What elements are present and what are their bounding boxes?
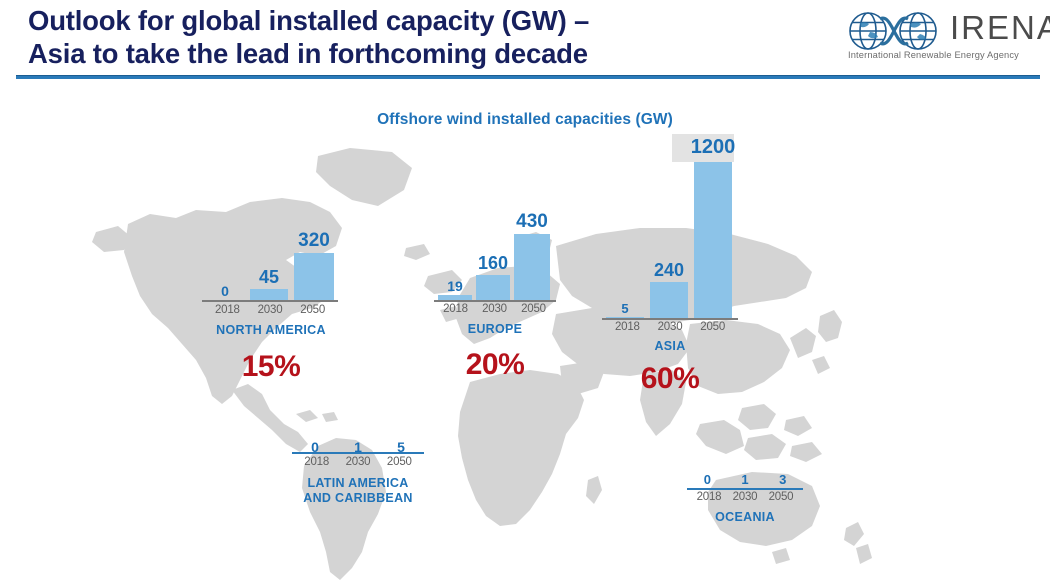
bar-column: 160 — [476, 254, 510, 300]
axis-year-labels: 2018 2030 2050 — [606, 321, 734, 333]
bar-value: 19 — [447, 278, 463, 294]
bar-rect — [514, 234, 550, 300]
bar-value: 1 — [741, 472, 749, 487]
bar-column: 1 — [729, 473, 762, 486]
region-percent: 60% — [640, 362, 700, 395]
bar-column: 430 — [514, 212, 550, 300]
axis-line — [292, 452, 424, 454]
bar-rect — [294, 253, 334, 300]
bar-rect — [650, 282, 688, 318]
year-label: 2030 — [345, 456, 371, 468]
year-label: 2018 — [614, 321, 640, 333]
bar-value: 45 — [258, 267, 280, 287]
region-asia: 5 240 1200 2018 2030 2050 ASIA 60% — [600, 128, 740, 395]
region-label: ASIA — [654, 339, 686, 353]
bar-value: 240 — [653, 260, 685, 280]
bar-value: 320 — [298, 230, 330, 251]
world-map-graphic — [92, 148, 872, 580]
region-oceania: 0 1 3 2018 2030 2050 OCEANIA — [685, 464, 805, 554]
year-label: 2030 — [657, 321, 683, 333]
bar-column: 3 — [766, 473, 799, 486]
region-europe: 19 160 430 2018 2030 2050 EUROPE 20% — [430, 208, 560, 388]
slide-header: Outlook for global installed capacity (G… — [0, 0, 1050, 84]
bar-column: 1200 — [691, 137, 735, 318]
bar-value: 0 — [703, 472, 711, 487]
bars-asia: 5 240 1200 — [606, 128, 735, 318]
axis-line — [434, 300, 556, 302]
year-label: 2018 — [696, 491, 722, 503]
region-latin-america: 0 1 5 2018 2030 2050 LATIN AMERICA AND C… — [288, 426, 428, 526]
bar-value: 1200 — [690, 136, 736, 158]
bar-column: 45 — [250, 268, 288, 300]
region-label: NORTH AMERICA — [216, 323, 326, 337]
axis-year-labels: 2018 2030 2050 — [206, 304, 334, 316]
bar-column: 5 — [382, 440, 420, 454]
axis-line — [602, 318, 738, 320]
value-chip-backdrop — [672, 134, 734, 162]
bar-column: 0 — [691, 473, 724, 486]
bars-europe: 19 160 430 — [438, 208, 552, 300]
bar-column: 5 — [606, 302, 644, 318]
bars-north-america: 0 45 320 — [206, 228, 334, 300]
bar-value: 1 — [354, 439, 362, 455]
bar-column: 0 — [296, 440, 334, 454]
axis-year-labels: 2018 2030 2050 — [436, 303, 554, 315]
year-label: 2050 — [300, 304, 326, 316]
logo-wordmark: IRENA — [950, 9, 1050, 46]
bar-value: 0 — [311, 439, 319, 455]
axis-line — [202, 300, 338, 302]
bar-value: 160 — [477, 253, 509, 273]
header-divider — [16, 75, 1040, 79]
logo-tagline: International Renewable Energy Agency — [848, 50, 1019, 60]
year-label: 2018 — [443, 303, 468, 315]
bars-oceania: 0 1 3 — [691, 464, 799, 486]
page-title: Outlook for global installed capacity (G… — [28, 5, 590, 69]
bar-column: 1 — [339, 440, 377, 454]
bar-value: 5 — [397, 439, 405, 455]
bar-rect — [250, 289, 288, 300]
year-label: 2018 — [304, 456, 330, 468]
year-label: 2030 — [482, 303, 507, 315]
bar-value: 3 — [779, 472, 787, 487]
year-label: 2050 — [768, 491, 794, 503]
region-percent: 20% — [465, 348, 525, 381]
bar-value: 430 — [516, 211, 548, 232]
year-label: 2030 — [732, 491, 758, 503]
bar-column: 0 — [206, 284, 244, 300]
bars-latin-america: 0 1 5 — [296, 430, 420, 454]
bar-column: 19 — [438, 279, 472, 300]
world-map-chart: 0 45 320 2018 2030 2050 NORTH AMERICA — [0, 128, 1050, 584]
region-label: OCEANIA — [715, 510, 775, 524]
year-label: 2050 — [521, 303, 546, 315]
axis-year-labels: 2018 2030 2050 — [691, 491, 799, 503]
region-label: EUROPE — [467, 322, 523, 336]
axis-line — [687, 488, 803, 490]
year-label: 2018 — [214, 304, 240, 316]
bar-rect — [438, 295, 472, 300]
irena-logo: IRENA International Renewable Energy Age… — [832, 8, 1050, 66]
year-label: 2050 — [386, 456, 412, 468]
bar-rect — [694, 160, 732, 318]
year-label: 2050 — [700, 321, 726, 333]
bar-rect — [606, 317, 644, 318]
bar-rect — [476, 275, 510, 300]
region-label: LATIN AMERICA AND CARIBBEAN — [303, 476, 413, 505]
two-globes-infinity-icon — [849, 12, 937, 50]
chart-title: Offshore wind installed capacities (GW) — [377, 111, 673, 128]
region-north-america: 0 45 320 2018 2030 2050 NORTH AMERICA — [196, 228, 346, 388]
axis-year-labels: 2018 2030 2050 — [296, 456, 420, 468]
year-label: 2030 — [257, 304, 283, 316]
region-percent: 15% — [241, 350, 301, 383]
bar-value: 0 — [221, 283, 229, 299]
bar-column: 320 — [294, 231, 334, 300]
bar-column: 240 — [650, 261, 688, 318]
bar-value: 5 — [621, 301, 629, 316]
